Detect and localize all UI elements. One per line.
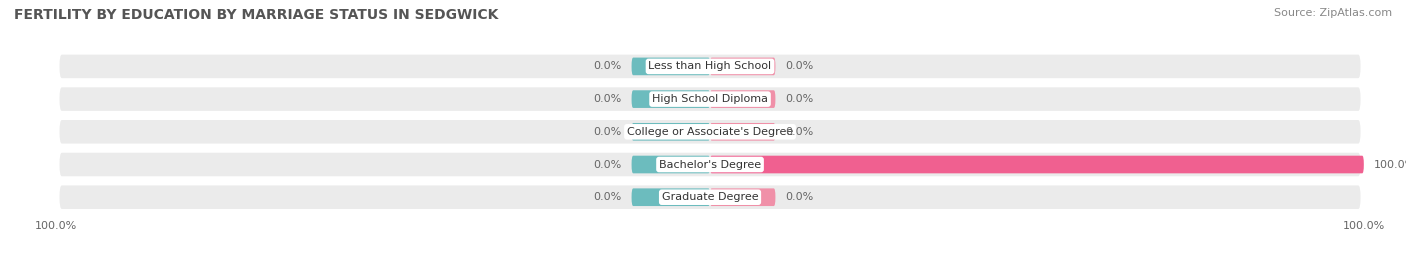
- FancyBboxPatch shape: [631, 123, 710, 141]
- Text: 0.0%: 0.0%: [593, 127, 621, 137]
- Text: FERTILITY BY EDUCATION BY MARRIAGE STATUS IN SEDGWICK: FERTILITY BY EDUCATION BY MARRIAGE STATU…: [14, 8, 499, 22]
- FancyBboxPatch shape: [710, 156, 1364, 173]
- Text: 0.0%: 0.0%: [785, 61, 814, 71]
- FancyBboxPatch shape: [59, 153, 1361, 176]
- Text: 0.0%: 0.0%: [785, 192, 814, 202]
- FancyBboxPatch shape: [710, 58, 776, 75]
- Text: Less than High School: Less than High School: [648, 61, 772, 71]
- Text: High School Diploma: High School Diploma: [652, 94, 768, 104]
- FancyBboxPatch shape: [59, 87, 1361, 111]
- FancyBboxPatch shape: [631, 188, 710, 206]
- Text: College or Associate's Degree: College or Associate's Degree: [627, 127, 793, 137]
- FancyBboxPatch shape: [631, 58, 710, 75]
- FancyBboxPatch shape: [59, 120, 1361, 144]
- Text: 0.0%: 0.0%: [593, 94, 621, 104]
- Text: 0.0%: 0.0%: [785, 94, 814, 104]
- FancyBboxPatch shape: [631, 156, 710, 173]
- Text: 100.0%: 100.0%: [1374, 160, 1406, 169]
- Text: Graduate Degree: Graduate Degree: [662, 192, 758, 202]
- FancyBboxPatch shape: [631, 90, 710, 108]
- Text: 0.0%: 0.0%: [785, 127, 814, 137]
- Text: Bachelor's Degree: Bachelor's Degree: [659, 160, 761, 169]
- Text: 0.0%: 0.0%: [593, 61, 621, 71]
- FancyBboxPatch shape: [710, 123, 776, 141]
- Text: 0.0%: 0.0%: [593, 160, 621, 169]
- Text: Source: ZipAtlas.com: Source: ZipAtlas.com: [1274, 8, 1392, 18]
- FancyBboxPatch shape: [59, 55, 1361, 78]
- Text: 0.0%: 0.0%: [593, 192, 621, 202]
- FancyBboxPatch shape: [710, 90, 776, 108]
- FancyBboxPatch shape: [710, 188, 776, 206]
- FancyBboxPatch shape: [59, 185, 1361, 209]
